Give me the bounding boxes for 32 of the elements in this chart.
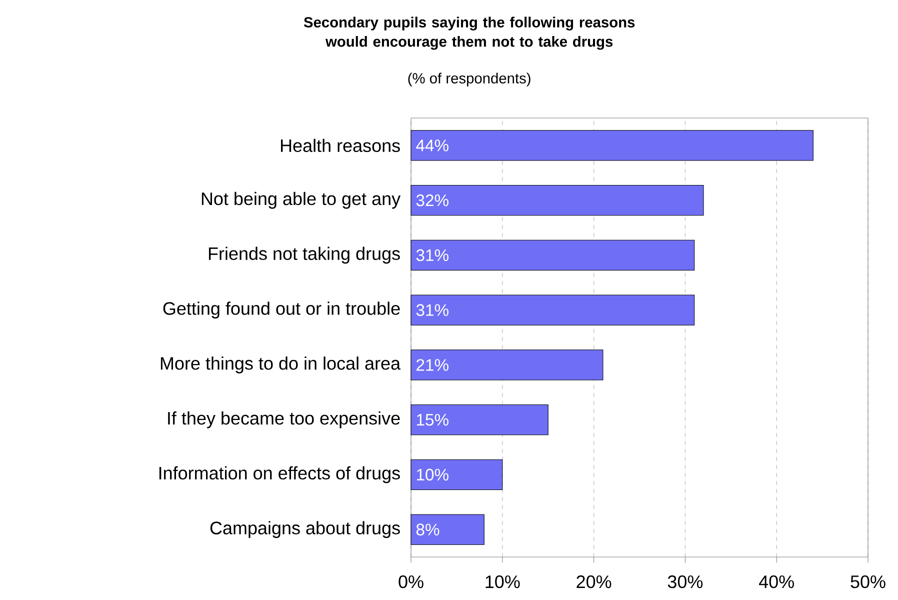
- data-label: 44%: [416, 140, 448, 152]
- x-tick-label: 50%: [850, 575, 886, 588]
- y-tick-label: Getting found out or in trouble: [163, 302, 400, 318]
- bar: [410, 184, 704, 216]
- y-tick-label: Health reasons: [281, 138, 400, 152]
- bar: [410, 130, 814, 161]
- data-label: 15%: [416, 414, 448, 426]
- y-tick-label: Campaigns about drugs: [210, 521, 400, 538]
- x-tick-label: 40%: [759, 575, 794, 588]
- bar: [410, 350, 604, 380]
- x-tick-label: 10%: [486, 575, 520, 588]
- data-label: 21%: [416, 359, 448, 371]
- bar: [410, 404, 548, 436]
- bar: [410, 514, 484, 545]
- data-label: 31%: [416, 249, 448, 262]
- chart-title: Secondary pupils saying the following reasons would encourage them not to take drugs: [304, 16, 635, 50]
- y-tick-label: Information on effects of drugs: [159, 466, 400, 484]
- data-label: 10%: [416, 468, 448, 481]
- y-tick-label: If they became too expensive: [168, 411, 400, 428]
- data-label: 31%: [416, 304, 448, 316]
- bar: [410, 294, 695, 326]
- data-label: 32%: [416, 194, 448, 206]
- x-tick-label: 0%: [398, 575, 424, 588]
- bar: [410, 459, 503, 490]
- x-tick-label: 30%: [668, 575, 703, 588]
- data-label: 8%: [416, 524, 440, 536]
- y-tick-label: Not being able to get any: [202, 192, 401, 209]
- y-tick-label: Friends not taking drugs: [208, 246, 400, 264]
- bar: [410, 240, 695, 271]
- x-tick-label: 20%: [576, 575, 612, 588]
- y-tick-label: More things to do in local area: [160, 356, 401, 374]
- chart-subtitle: (% of respondents): [408, 72, 530, 86]
